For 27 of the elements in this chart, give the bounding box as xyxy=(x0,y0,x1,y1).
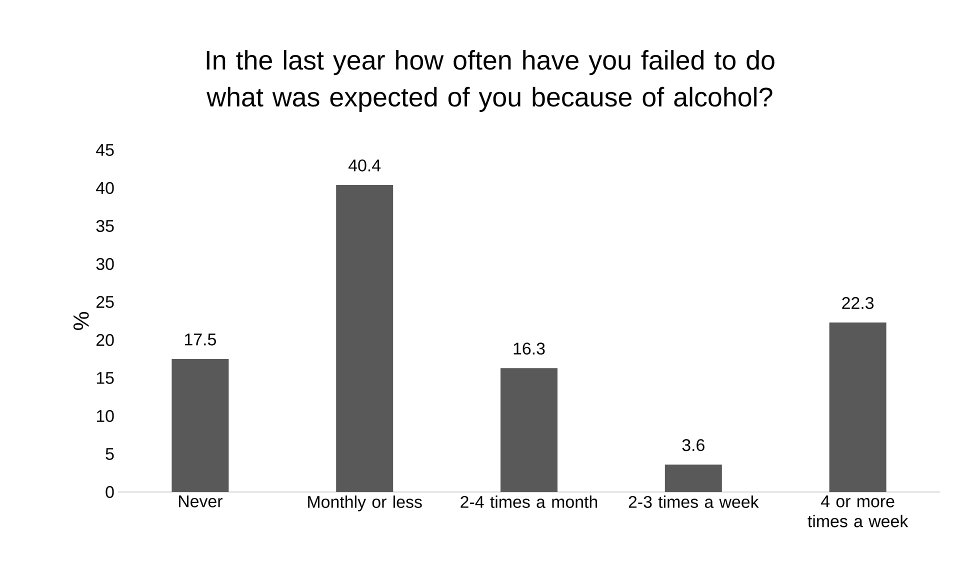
x-tick-label: 2-4 times a month xyxy=(460,496,598,508)
data-label: 3.6 xyxy=(682,439,704,452)
y-axis-title: % xyxy=(73,312,89,330)
y-tick-label: 5 xyxy=(106,448,114,460)
x-tick-label: Never xyxy=(179,496,222,508)
bar xyxy=(829,322,886,492)
y-tick-label: 20 xyxy=(96,334,114,346)
data-label: 16.3 xyxy=(514,342,545,355)
bar xyxy=(664,464,722,492)
x-tick-label: Monthly or less xyxy=(308,496,422,512)
y-tick-label: 45 xyxy=(96,144,114,156)
bar xyxy=(500,368,558,492)
y-tick-label: 0 xyxy=(106,486,114,498)
x-tick-label: 4 or more times a week xyxy=(808,496,908,528)
y-tick-label: 25 xyxy=(96,296,114,308)
y-tick-label: 30 xyxy=(96,258,114,270)
y-tick-label: 40 xyxy=(96,182,114,194)
data-label: 22.3 xyxy=(842,297,874,310)
y-tick-label: 35 xyxy=(96,220,114,232)
x-tick-label: 2-3 times a week xyxy=(628,496,759,508)
y-tick-label: 10 xyxy=(96,410,114,422)
bar xyxy=(172,358,229,492)
bar xyxy=(336,184,394,492)
chart-title: In the last year how often have you failed to do what was expected of you because of alcohol? xyxy=(206,50,774,112)
data-label: 40.4 xyxy=(348,159,381,172)
data-label: 17.5 xyxy=(185,334,216,346)
y-tick-label: 15 xyxy=(96,372,114,384)
